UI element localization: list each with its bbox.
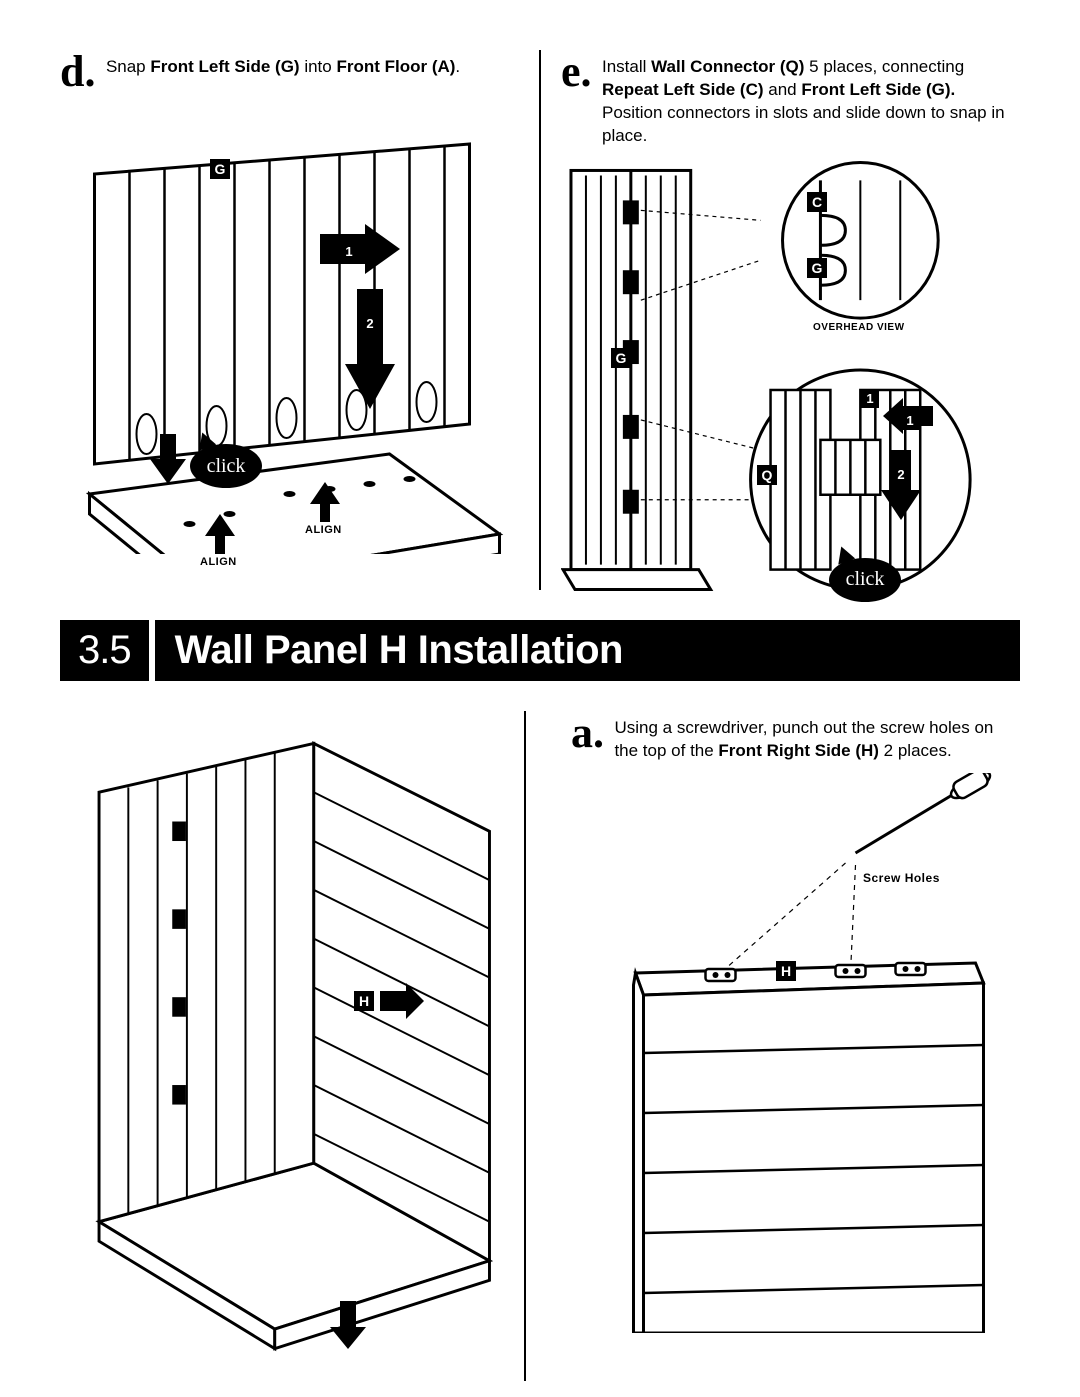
step-a-text: Using a screwdriver, punch out the screw… bbox=[614, 717, 1009, 763]
step-d-column: d. Snap Front Left Side (G) into Front F… bbox=[60, 50, 519, 590]
overhead-text: OVERHEAD VIEW bbox=[813, 322, 905, 333]
label-g-e: G bbox=[611, 348, 631, 368]
step-d-letter: d. bbox=[60, 50, 95, 94]
align-text-2: ALIGN bbox=[305, 524, 342, 536]
label-e1b: 1 bbox=[901, 412, 919, 430]
label-q: Q bbox=[757, 465, 777, 485]
arrow-bl-down bbox=[330, 1301, 366, 1349]
label-e1a: 1 bbox=[861, 390, 879, 408]
diagram-br-svg bbox=[571, 773, 1020, 1333]
arrow-e2 bbox=[881, 450, 921, 520]
align-arrow-1 bbox=[205, 514, 235, 554]
label-g: G bbox=[210, 159, 230, 179]
bottom-row: H a. Using a screwdriver, punch out the … bbox=[60, 711, 1020, 1381]
label-h-bl: H bbox=[354, 991, 374, 1011]
arrow-1 bbox=[320, 224, 400, 274]
label-c-e: C bbox=[807, 192, 827, 212]
label-g-e2: G bbox=[807, 258, 827, 278]
diagram-d-svg bbox=[60, 114, 519, 554]
step-e-text: Install Wall Connector (Q) 5 places, con… bbox=[602, 56, 1015, 148]
label-1: 1 bbox=[340, 242, 358, 260]
diagram-br: Screw Holes H bbox=[571, 773, 1020, 1333]
click-bubble-e: click bbox=[829, 558, 901, 602]
click-bubble-d: click bbox=[190, 444, 262, 488]
section-number: 3.5 bbox=[60, 620, 149, 681]
label-2: 2 bbox=[361, 314, 379, 332]
diagram-bl: H bbox=[60, 711, 509, 1381]
diagram-e: G C G OVERHEAD VIEW Q 1 1 2 click bbox=[561, 160, 1020, 600]
diagram-d: G 1 2 click bbox=[60, 114, 519, 554]
diagram-bl-svg bbox=[60, 711, 509, 1381]
bottom-divider bbox=[524, 711, 526, 1381]
section-bar: 3.5 Wall Panel H Installation bbox=[60, 620, 1020, 681]
bottom-right: a. Using a screwdriver, punch out the sc… bbox=[541, 711, 1020, 1381]
label-h-br: H bbox=[776, 961, 796, 981]
arrow-down-small bbox=[150, 434, 186, 484]
align-text-1: ALIGN bbox=[200, 556, 237, 568]
bottom-left: H bbox=[60, 711, 509, 1381]
step-d-header: d. Snap Front Left Side (G) into Front F… bbox=[60, 50, 519, 94]
top-row: d. Snap Front Left Side (G) into Front F… bbox=[60, 50, 1020, 590]
step-e-column: e. Install Wall Connector (Q) 5 places, … bbox=[561, 50, 1020, 590]
arrow-h bbox=[380, 983, 424, 1019]
step-e-header: e. Install Wall Connector (Q) 5 places, … bbox=[561, 50, 1020, 148]
section-title: Wall Panel H Installation bbox=[155, 620, 1020, 681]
label-e2: 2 bbox=[892, 466, 910, 484]
align-arrow-2 bbox=[310, 482, 340, 522]
step-d-text: Snap Front Left Side (G) into Front Floo… bbox=[106, 56, 460, 79]
instruction-page: d. Snap Front Left Side (G) into Front F… bbox=[0, 0, 1080, 1397]
arrow-2 bbox=[345, 289, 395, 409]
top-divider bbox=[539, 50, 541, 590]
screw-holes-text: Screw Holes bbox=[863, 871, 940, 885]
diagram-e-svg bbox=[561, 160, 1020, 600]
step-a-header: a. Using a screwdriver, punch out the sc… bbox=[571, 711, 1020, 763]
step-a-letter: a. bbox=[571, 711, 604, 755]
step-e-letter: e. bbox=[561, 50, 592, 94]
